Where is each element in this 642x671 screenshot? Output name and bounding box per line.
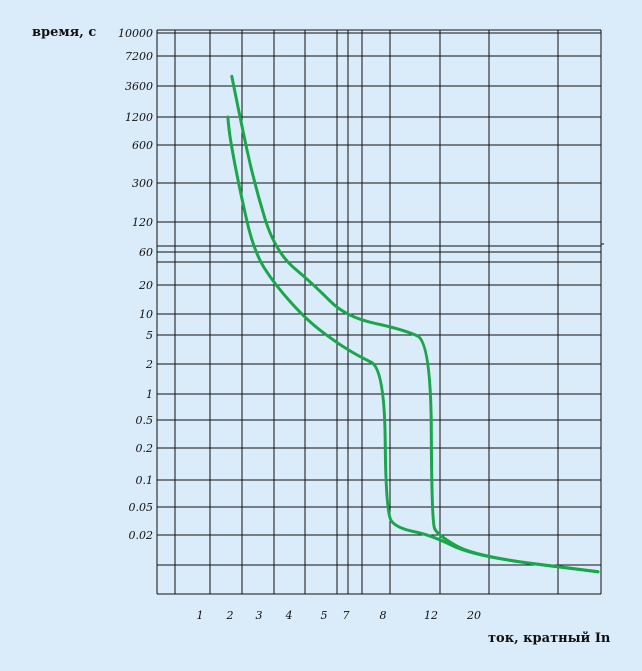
x-tick-label: 4 (285, 609, 293, 622)
y-tick-label: 0.2 (136, 442, 154, 455)
x-tick-label: 5 (321, 609, 328, 622)
y-tick-label: 60 (139, 246, 153, 259)
y-tick-label: 7200 (125, 50, 153, 63)
y-tick-label: 10000 (118, 27, 153, 40)
x-axis-title: ток, кратный In (488, 631, 611, 646)
y-axis-title: время, с (32, 25, 96, 40)
y-tick-label: 300 (132, 177, 153, 190)
plot-area (157, 30, 601, 594)
curves (226, 74, 600, 574)
y-tick-label: 20 (138, 279, 153, 292)
y-tick-label: 0.1 (136, 474, 154, 487)
x-tick-label: 8 (380, 609, 387, 622)
vertical-gridlines (156, 30, 602, 594)
x-tick-labels: 1 2 3 4 5 7 8 12 20 (197, 609, 482, 622)
horizontal-gridlines (157, 29, 604, 595)
y-tick-label: 2 (145, 358, 153, 371)
y-tick-labels: 10000 7200 3600 1200 600 300 120 60 20 10 5 2 1 0.5 0.… (118, 27, 153, 542)
y-tick-label: 0.5 (136, 414, 154, 427)
series-line-1 (226, 115, 600, 574)
x-tick-label: 2 (226, 609, 234, 622)
y-tick-label: 0.02 (129, 529, 154, 542)
y-tick-label: 120 (132, 216, 153, 229)
y-tick-label: 5 (146, 329, 153, 342)
x-tick-label: 3 (256, 609, 263, 622)
y-tick-label: 3600 (125, 80, 153, 93)
x-tick-label: 20 (466, 609, 481, 622)
y-tick-label: 1 (146, 388, 153, 401)
series-line-2 (230, 74, 600, 574)
y-tick-label: 10 (139, 308, 153, 321)
y-tick-label: 1200 (125, 111, 153, 124)
x-tick-label: 1 (197, 609, 204, 622)
x-tick-label: 7 (343, 609, 350, 622)
y-tick-label: 600 (132, 139, 153, 152)
y-tick-label: 0.05 (129, 501, 154, 514)
x-tick-label: 12 (424, 609, 438, 622)
